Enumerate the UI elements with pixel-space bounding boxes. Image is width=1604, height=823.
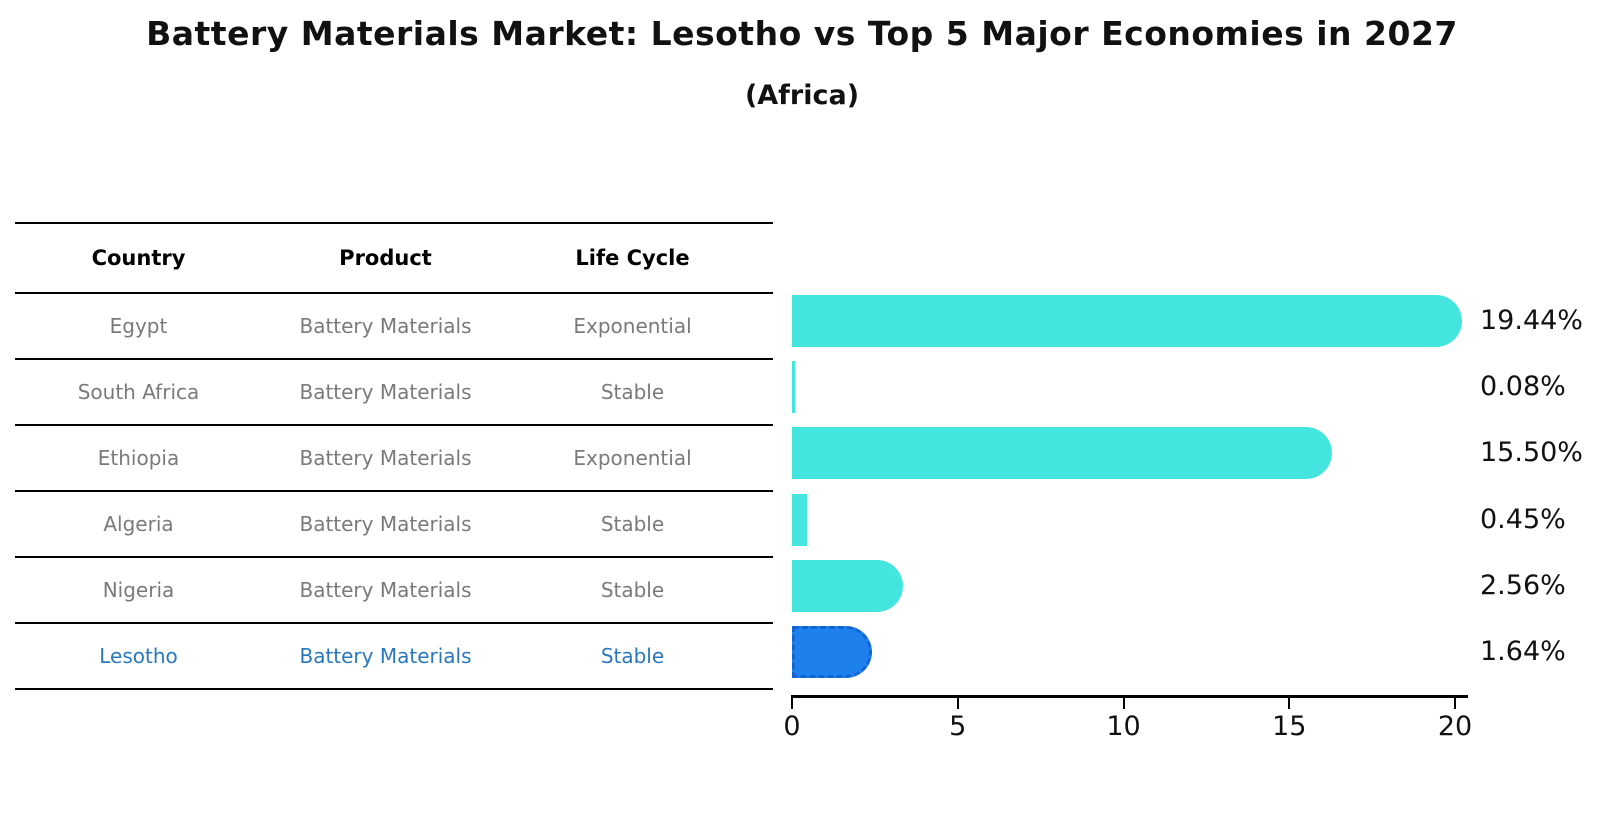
table-cell-life-cycle: Exponential [573,446,692,470]
x-axis-line [792,695,1468,698]
table-cell-life-cycle: Stable [600,578,665,602]
bar-highlight-lesotho [792,626,873,678]
table-row: Lesotho Battery Materials Stable [15,624,773,690]
x-axis-tick-label: 15 [1272,711,1307,742]
column-header-product: Product [339,246,432,270]
bar-value-label: 2.56% [1480,569,1566,601]
bar-egypt [792,295,1463,347]
x-axis-tick-label: 0 [783,711,801,742]
x-axis-tick [956,695,959,709]
table-cell-product: Battery Materials [299,314,472,338]
table-cell-country: Egypt [109,314,168,338]
table-cell-country: Algeria [103,512,174,536]
bar-value-label: 19.44% [1480,305,1583,336]
table-cell-product: Battery Materials [299,644,472,668]
table-cell-country: Nigeria [102,578,175,602]
x-axis-tick-label: 20 [1437,711,1473,742]
x-axis-tick-label: 5 [949,711,967,742]
bar-value-label: 0.08% [1480,371,1566,403]
x-axis-tick-label: 10 [1106,711,1141,742]
table-cell-country: Lesotho [99,644,178,668]
x-axis-tick [1288,695,1291,709]
table-body: Egypt Battery Materials Exponential South A… [15,294,773,690]
table-row: Egypt Battery Materials Exponential [15,294,773,360]
table-row: Nigeria Battery Materials Stable [15,558,773,624]
table-cell-life-cycle: Stable [600,380,665,404]
bar-algeria [792,493,807,546]
bar-value-label: 15.50% [1480,437,1583,469]
x-axis-tick [1454,695,1456,709]
table-cell-country: South Africa [77,380,200,404]
table-cell-life-cycle: Exponential [573,314,692,338]
table-header-row: Country Product Life Cycle [15,222,773,294]
table-cell-life-cycle: Stable [600,644,665,668]
column-header-country: Country [91,246,186,270]
bar-nigeria [792,559,903,612]
table-row: South Africa Battery Materials Stable [15,360,773,426]
country-table: Country Product Life Cycle Egypt Battery … [15,222,773,690]
table-cell-product: Battery Materials [299,578,472,602]
table-row: Algeria Battery Materials Stable [15,492,773,558]
bar-value-label: 1.64% [1480,636,1566,667]
x-axis-tick [791,695,793,709]
x-axis-tick [1122,695,1125,709]
table-cell-product: Battery Materials [299,446,472,470]
table-cell-life-cycle: Stable [600,512,665,536]
bar-ethiopia [792,427,1332,480]
page-title: Battery Materials Market: Lesotho vs Top… [146,14,1458,53]
bar-south-africa [792,361,795,414]
column-header-life-cycle: Life Cycle [575,246,690,270]
table-cell-product: Battery Materials [299,512,472,536]
page-subtitle: (Africa) [744,80,860,111]
table-cell-product: Battery Materials [299,380,472,404]
bar-value-label: 0.45% [1480,503,1566,535]
table-cell-country: Ethiopia [97,446,180,470]
table-row: Ethiopia Battery Materials Exponential [15,426,773,492]
